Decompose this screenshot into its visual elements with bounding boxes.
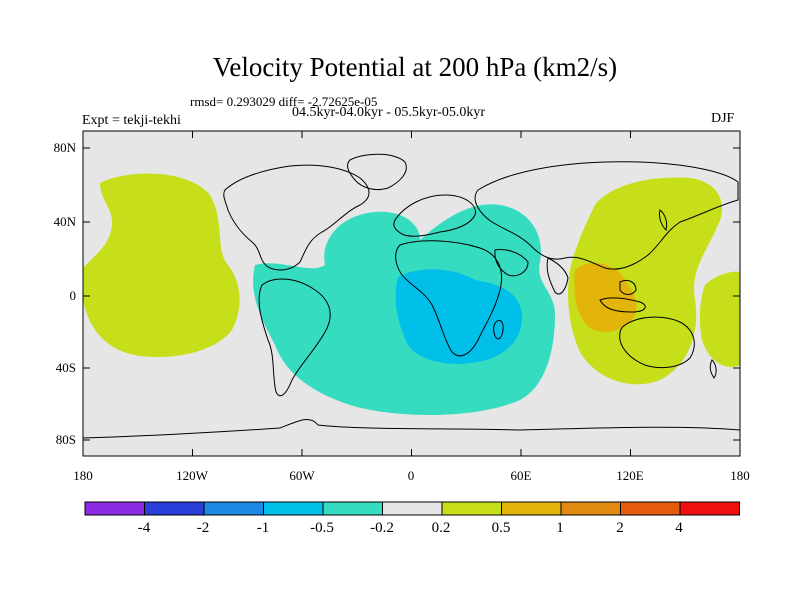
negative-core-africa	[395, 269, 523, 364]
coast-india	[546, 257, 569, 295]
colorbar-label: -0.5	[310, 520, 334, 536]
lat-label-40n: 40N	[53, 214, 76, 229]
coast-africa	[395, 240, 503, 357]
colorbar-label: 4	[675, 520, 683, 536]
lon-label-0: 0	[407, 468, 415, 483]
lat-label-80s: 80S	[55, 432, 76, 447]
lon-label-60w: 60W	[289, 468, 315, 483]
colorbar-label: 2	[616, 520, 624, 536]
colorbar-label: -4	[137, 520, 151, 536]
coast-south-america	[258, 278, 331, 397]
colorbar-swatch	[322, 501, 383, 516]
lat-ticks	[83, 147, 740, 441]
positive-region-asia	[568, 177, 723, 385]
colorbar-label: 0.2	[431, 520, 451, 536]
colorbar	[84, 501, 740, 516]
season-label: DJF	[711, 111, 735, 126]
coast-greenland	[347, 153, 407, 191]
lon-label-180w: 180	[73, 468, 93, 483]
colorbar-swatch	[203, 501, 264, 516]
lon-label-60e: 60E	[510, 468, 532, 483]
colorbar-swatch	[382, 501, 443, 516]
lon-ticks	[82, 131, 631, 456]
map-title: Velocity Potential at 200 hPa (km2/s)	[212, 52, 618, 82]
colorbar-swatch	[679, 501, 740, 516]
coast-japan	[659, 209, 668, 231]
experiment-label: Expt = tekji-tekhi	[82, 113, 181, 128]
lat-label-40s: 40S	[55, 360, 76, 375]
colorbar-label: -2	[196, 520, 210, 536]
coast-new-zealand	[709, 359, 717, 379]
colorbar-label: 0.5	[491, 520, 511, 536]
colorbar-swatch	[84, 501, 145, 516]
colorbar-swatch	[501, 501, 562, 516]
lon-label-120w: 120W	[176, 468, 208, 483]
stats-line: rmsd= 0.293029 diff= -2.72625e-05	[190, 94, 378, 109]
coast-europe	[393, 194, 476, 237]
coast-madagascar	[493, 319, 504, 340]
colorbar-label: 1	[556, 520, 564, 536]
coast-asia	[474, 161, 739, 270]
lat-label-80n: 80N	[53, 140, 76, 155]
coastlines	[83, 153, 740, 439]
coast-arabia	[494, 249, 529, 277]
coast-antarctica	[83, 418, 740, 439]
colorbar-swatch	[263, 501, 324, 516]
positive-region-pacific-west	[83, 173, 240, 357]
colorbar-swatch	[441, 501, 502, 516]
coast-australia	[619, 316, 695, 369]
colorbar-swatch	[144, 501, 205, 516]
lat-label-0: 0	[69, 288, 77, 303]
coast-borneo	[619, 279, 637, 295]
colorbar-swatch	[620, 501, 681, 516]
positive-region-pacific-east	[699, 271, 740, 368]
colorbar-label: -0.2	[370, 520, 394, 536]
colorbar-label: -1	[256, 520, 270, 536]
lon-label-120e: 120E	[616, 468, 644, 483]
field-contours	[83, 131, 740, 456]
colorbar-swatch	[560, 501, 621, 516]
periods-line: 04.5kyr-04.0kyr - 05.5kyr-05.0kyr	[292, 105, 486, 120]
positive-core-maritime	[574, 262, 637, 332]
coast-indonesia	[599, 297, 646, 313]
coast-north-america	[223, 164, 370, 271]
lon-label-180e: 180	[730, 468, 750, 483]
